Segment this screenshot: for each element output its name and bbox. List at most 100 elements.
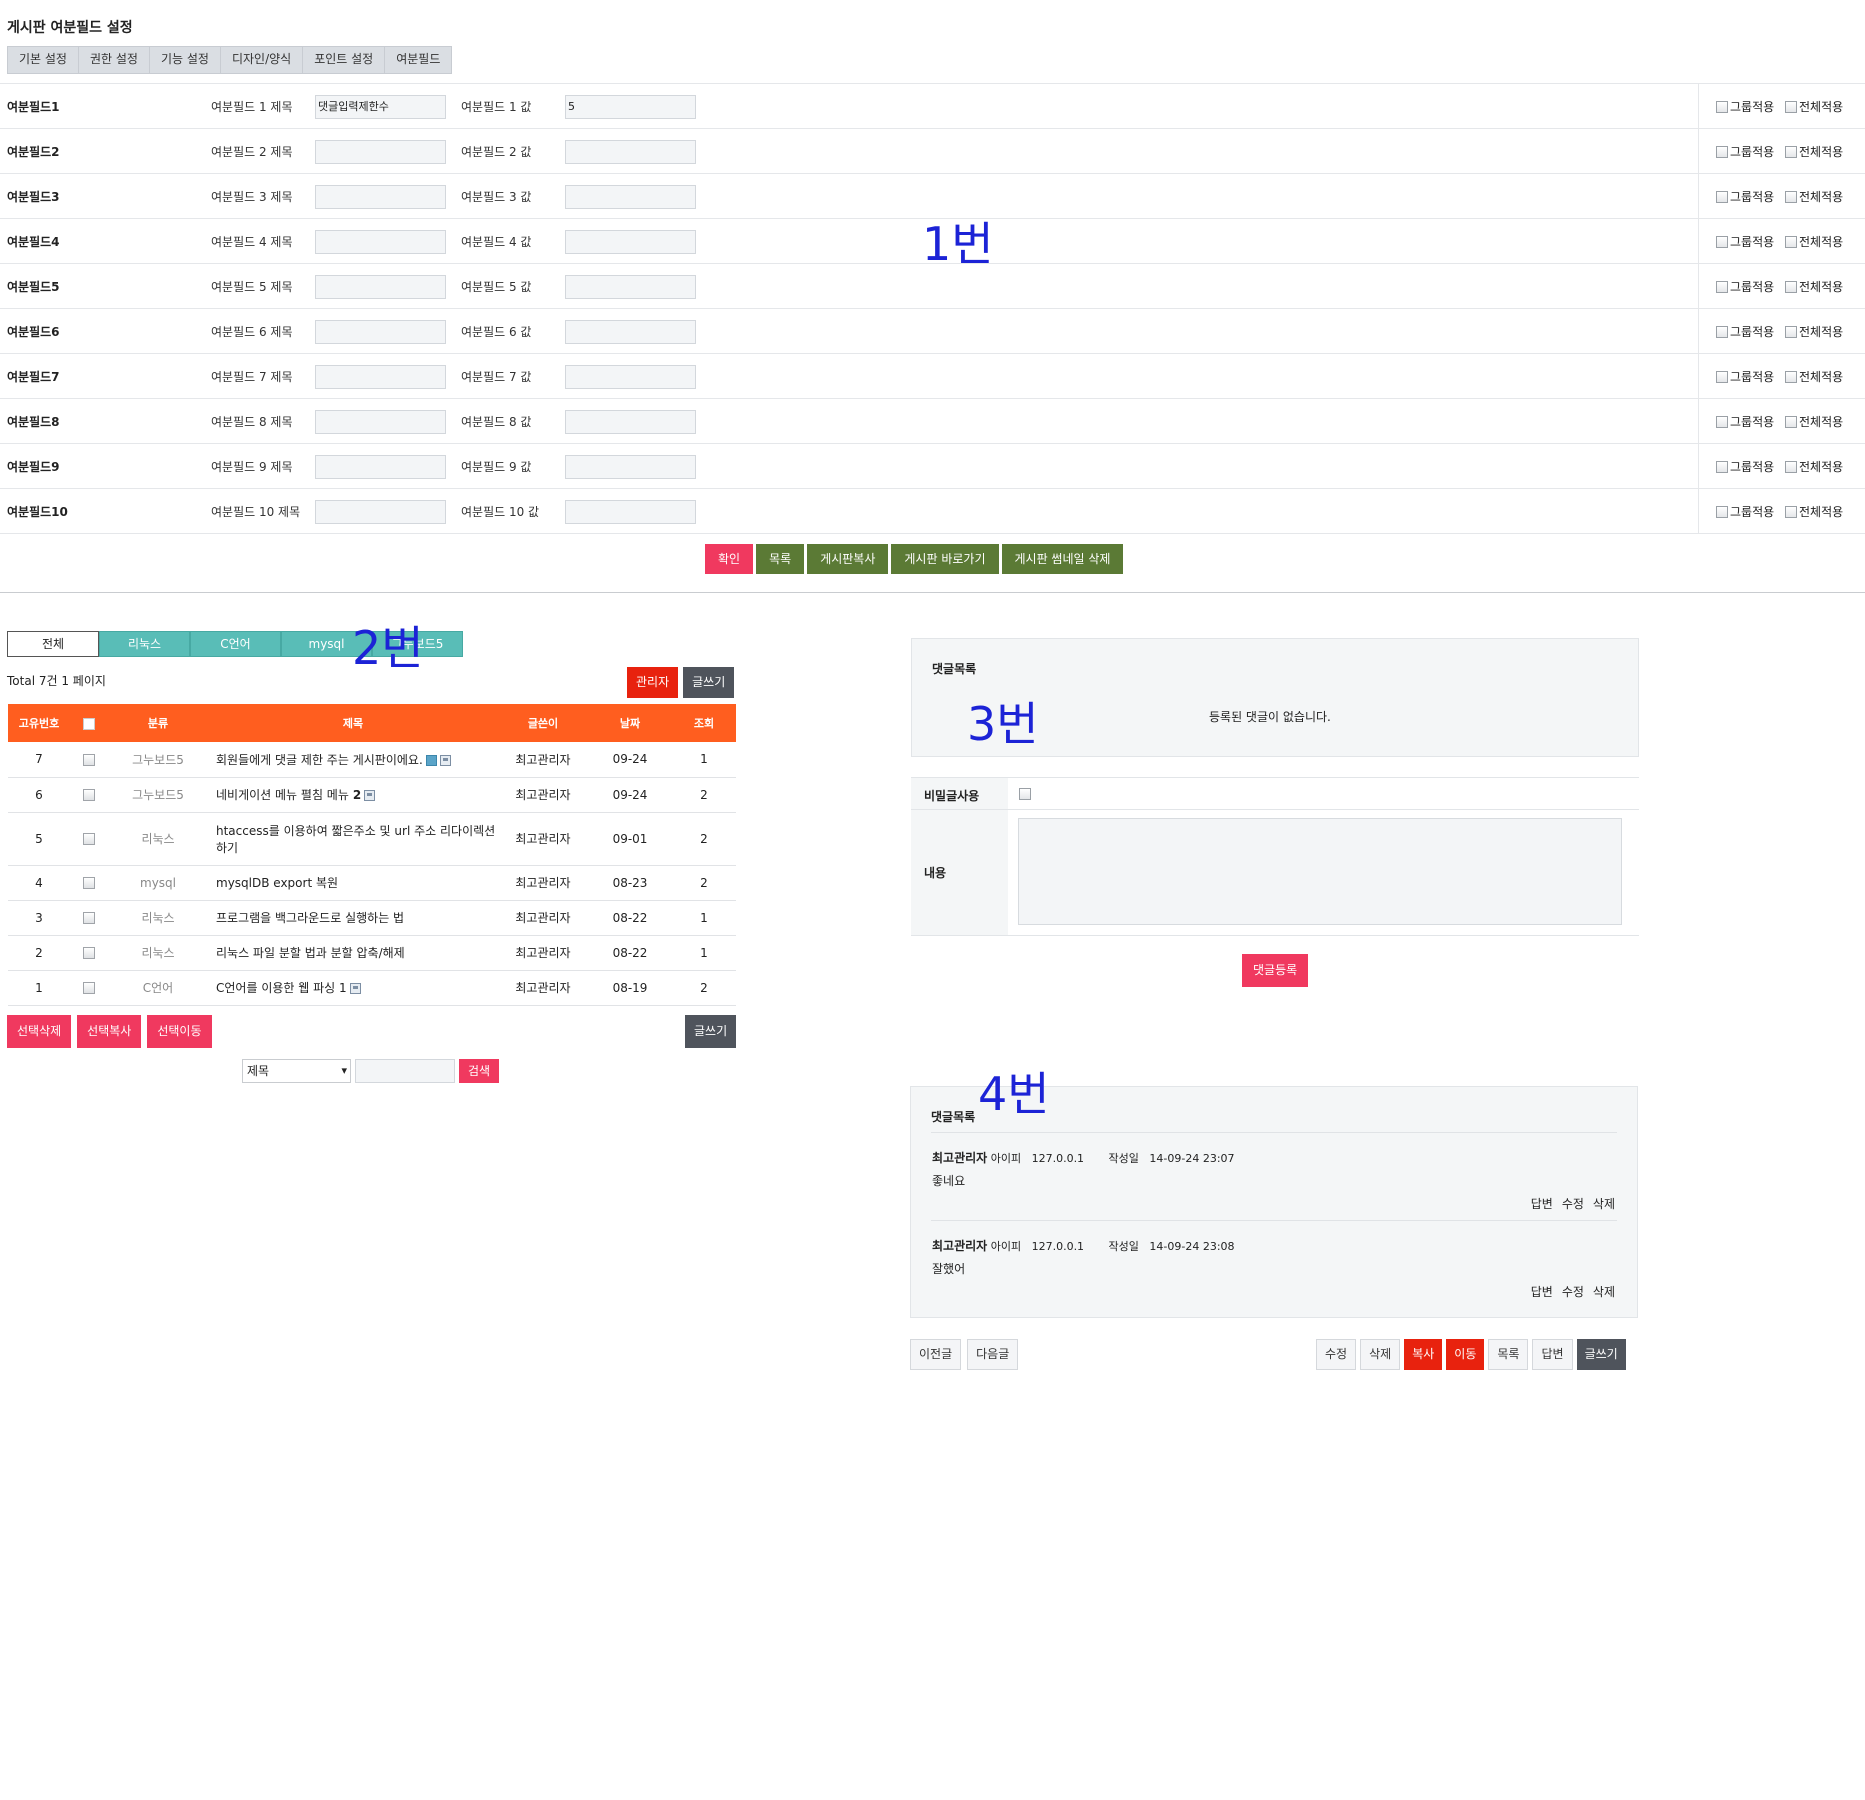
field-title-input[interactable] (315, 230, 446, 254)
tab-basic[interactable]: 기본 설정 (8, 47, 79, 73)
move-post-button[interactable]: 이동 (1446, 1339, 1485, 1370)
row-category[interactable]: 리눅스 (108, 812, 208, 866)
delete-thumbnails-button[interactable]: 게시판 썸네일 삭제 (1001, 544, 1124, 574)
row-checkbox[interactable] (70, 742, 108, 778)
group-apply-checkbox[interactable]: 그룹적용 (1716, 458, 1774, 475)
delete-selected-button[interactable]: 선택삭제 (7, 1015, 72, 1048)
row-category[interactable]: 그누보드5 (108, 777, 208, 813)
group-apply-checkbox[interactable]: 그룹적용 (1716, 323, 1774, 340)
goto-board-button[interactable]: 게시판 바로가기 (891, 544, 999, 574)
delete-button[interactable]: 삭제 (1592, 1197, 1615, 1211)
tab-point[interactable]: 포인트 설정 (303, 47, 386, 73)
delete-post-button[interactable]: 삭제 (1360, 1339, 1401, 1370)
group-apply-checkbox[interactable]: 그룹적용 (1716, 188, 1774, 205)
field-value-input[interactable]: 5 (565, 95, 696, 119)
edit-post-button[interactable]: 수정 (1316, 1339, 1357, 1370)
row-writer[interactable]: 최고관리자 (498, 970, 588, 1006)
field-title-input[interactable] (315, 365, 446, 389)
all-apply-checkbox[interactable]: 전체적용 (1785, 98, 1843, 115)
category-tab-gnuboard[interactable]: 그누보드5 (372, 631, 463, 657)
row-category[interactable]: 리눅스 (108, 900, 208, 936)
copy-board-button[interactable]: 게시판복사 (807, 544, 889, 574)
all-apply-checkbox[interactable]: 전체적용 (1785, 233, 1843, 250)
row-checkbox[interactable] (70, 935, 108, 971)
group-apply-checkbox[interactable]: 그룹적용 (1716, 143, 1774, 160)
all-apply-checkbox[interactable]: 전체적용 (1785, 188, 1843, 205)
field-title-input[interactable] (315, 185, 446, 209)
reply-button[interactable]: 답변 (1530, 1285, 1553, 1299)
row-writer[interactable]: 최고관리자 (498, 812, 588, 866)
row-category[interactable]: 리눅스 (108, 935, 208, 971)
list-post-button[interactable]: 목록 (1488, 1339, 1529, 1370)
admin-button[interactable]: 관리자 (627, 667, 679, 698)
field-value-input[interactable] (565, 140, 696, 164)
edit-button[interactable]: 수정 (1561, 1197, 1584, 1211)
tab-design[interactable]: 디자인/양식 (220, 47, 304, 73)
row-checkbox[interactable] (70, 777, 108, 813)
group-apply-checkbox[interactable]: 그룹적용 (1716, 278, 1774, 295)
write-button[interactable]: 글쓰기 (683, 667, 735, 698)
tab-extra-field[interactable]: 여분필드 (385, 47, 452, 73)
col-select-all[interactable] (70, 704, 108, 742)
field-value-input[interactable] (565, 320, 696, 344)
search-button[interactable]: 검색 (459, 1059, 500, 1083)
prev-post-button[interactable]: 이전글 (910, 1339, 962, 1370)
all-apply-checkbox[interactable]: 전체적용 (1785, 458, 1843, 475)
group-apply-checkbox[interactable]: 그룹적용 (1716, 233, 1774, 250)
row-checkbox[interactable] (70, 812, 108, 866)
field-title-input[interactable] (315, 500, 446, 524)
comment-author[interactable]: 최고관리자 (932, 1239, 988, 1253)
row-subject[interactable]: 리눅스 파일 분할 법과 분할 압축/해제 (216, 946, 405, 960)
category-tab-mysql[interactable]: mysql (281, 631, 372, 657)
row-category[interactable]: mysql (108, 865, 208, 901)
row-category[interactable]: 그누보드5 (108, 742, 208, 778)
confirm-button[interactable]: 확인 (705, 544, 754, 574)
tab-permission[interactable]: 권한 설정 (78, 47, 150, 73)
row-checkbox[interactable] (70, 970, 108, 1006)
field-value-input[interactable] (565, 500, 696, 524)
edit-button[interactable]: 수정 (1561, 1285, 1584, 1299)
group-apply-checkbox[interactable]: 그룹적용 (1716, 413, 1774, 430)
field-value-input[interactable] (565, 275, 696, 299)
write-button-bottom[interactable]: 글쓰기 (685, 1015, 737, 1048)
row-writer[interactable]: 최고관리자 (498, 865, 588, 901)
field-value-input[interactable] (565, 410, 696, 434)
list-button[interactable]: 목록 (756, 544, 805, 574)
field-title-input[interactable] (315, 455, 446, 479)
secret-checkbox[interactable] (1019, 788, 1031, 800)
category-tab-c[interactable]: C언어 (190, 631, 281, 657)
move-selected-button[interactable]: 선택이동 (147, 1015, 212, 1048)
select-all-checkbox[interactable] (83, 717, 95, 730)
row-subject[interactable]: C언어를 이용한 웹 파싱 1 (216, 981, 347, 995)
write-post-button[interactable]: 글쓰기 (1576, 1339, 1626, 1370)
row-category[interactable]: C언어 (108, 970, 208, 1006)
field-title-input[interactable] (315, 275, 446, 299)
search-field-select[interactable]: 제목 (242, 1059, 351, 1083)
row-subject[interactable]: mysqlDB export 복원 (216, 876, 339, 890)
comment-textarea[interactable] (1018, 818, 1622, 925)
field-value-input[interactable] (565, 455, 696, 479)
row-subject[interactable]: 프로그램을 백그라운드로 실행하는 법 (216, 911, 405, 925)
category-tab-linux[interactable]: 리눅스 (99, 631, 190, 657)
row-checkbox[interactable] (70, 865, 108, 901)
search-input[interactable] (355, 1059, 455, 1083)
reply-post-button[interactable]: 답변 (1532, 1339, 1573, 1370)
group-apply-checkbox[interactable]: 그룹적용 (1716, 98, 1774, 115)
row-writer[interactable]: 최고관리자 (498, 742, 588, 778)
row-subject[interactable]: htaccess를 이용하여 짧은주소 및 url 주소 리다이렉션하기 (216, 823, 496, 855)
copy-selected-button[interactable]: 선택복사 (77, 1015, 142, 1048)
field-value-input[interactable] (565, 365, 696, 389)
field-title-input[interactable]: 댓글입력제한수 (315, 95, 446, 119)
field-title-input[interactable] (315, 410, 446, 434)
delete-button[interactable]: 삭제 (1592, 1285, 1615, 1299)
field-title-input[interactable] (315, 140, 446, 164)
field-value-input[interactable] (565, 230, 696, 254)
row-subject[interactable]: 네비게이션 메뉴 펼침 메뉴 (216, 788, 349, 802)
all-apply-checkbox[interactable]: 전체적용 (1785, 323, 1843, 340)
copy-post-button[interactable]: 복사 (1404, 1339, 1443, 1370)
group-apply-checkbox[interactable]: 그룹적용 (1716, 503, 1774, 520)
all-apply-checkbox[interactable]: 전체적용 (1785, 278, 1843, 295)
row-writer[interactable]: 최고관리자 (498, 777, 588, 813)
next-post-button[interactable]: 다음글 (967, 1339, 1019, 1370)
category-tab-all[interactable]: 전체 (7, 631, 99, 657)
